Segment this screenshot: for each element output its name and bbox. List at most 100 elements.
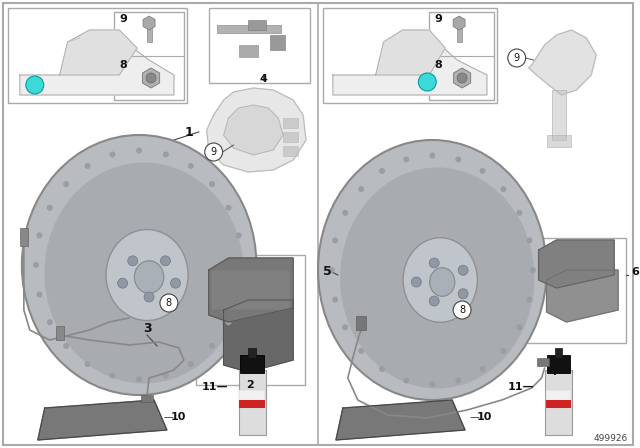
Circle shape (379, 366, 385, 372)
Circle shape (225, 319, 232, 325)
Polygon shape (223, 300, 293, 372)
Bar (284, 118, 298, 128)
Bar (284, 132, 298, 142)
Polygon shape (333, 38, 487, 95)
Bar (209, 8, 310, 83)
Bar (196, 255, 305, 385)
Circle shape (163, 151, 169, 158)
Circle shape (33, 262, 39, 268)
Polygon shape (547, 270, 618, 322)
Circle shape (527, 237, 532, 243)
Circle shape (455, 156, 461, 163)
Circle shape (63, 343, 69, 349)
Text: 9: 9 (119, 14, 127, 24)
Text: 7: 7 (552, 367, 559, 377)
Ellipse shape (429, 268, 455, 296)
Circle shape (144, 292, 154, 302)
Circle shape (379, 168, 385, 174)
Bar (216, 25, 281, 33)
Bar (527, 238, 626, 343)
Bar (284, 146, 298, 156)
Ellipse shape (318, 140, 547, 400)
Bar (211, 270, 290, 310)
Circle shape (457, 73, 467, 83)
Polygon shape (539, 240, 614, 288)
Bar (457, 24, 462, 42)
Bar (239, 390, 266, 408)
Circle shape (163, 372, 169, 379)
Circle shape (63, 181, 69, 187)
Circle shape (209, 181, 215, 187)
Circle shape (109, 151, 115, 158)
Circle shape (419, 73, 436, 91)
Circle shape (118, 278, 127, 288)
Circle shape (429, 153, 435, 159)
Ellipse shape (403, 238, 477, 322)
Ellipse shape (44, 163, 244, 383)
Polygon shape (223, 105, 284, 155)
Circle shape (403, 156, 409, 163)
Circle shape (516, 210, 522, 216)
Circle shape (527, 297, 532, 302)
Circle shape (188, 361, 194, 367)
Circle shape (342, 324, 348, 330)
Circle shape (458, 289, 468, 299)
Polygon shape (529, 30, 596, 95)
Text: 9: 9 (435, 14, 442, 24)
Bar (547, 355, 570, 373)
Bar (239, 370, 266, 435)
Text: 9: 9 (514, 53, 520, 63)
Circle shape (239, 262, 245, 268)
Polygon shape (207, 88, 306, 172)
Circle shape (84, 163, 90, 169)
Circle shape (429, 296, 439, 306)
Circle shape (429, 258, 439, 268)
Circle shape (146, 73, 156, 83)
Circle shape (26, 76, 44, 94)
Text: 8: 8 (119, 60, 127, 70)
Polygon shape (209, 258, 293, 322)
Text: 10: 10 (171, 412, 186, 422)
Circle shape (225, 205, 232, 211)
Ellipse shape (340, 168, 534, 388)
Circle shape (209, 343, 215, 349)
Polygon shape (336, 400, 465, 440)
Text: 11—: 11— (508, 382, 534, 392)
Circle shape (161, 256, 170, 266)
Ellipse shape (22, 135, 257, 395)
Bar (115, 12, 184, 100)
Circle shape (358, 348, 364, 354)
Ellipse shape (134, 261, 164, 293)
Bar (547, 135, 572, 147)
Circle shape (84, 361, 90, 367)
Bar (147, 24, 152, 42)
Circle shape (479, 366, 486, 372)
Circle shape (109, 372, 115, 379)
Bar (239, 45, 259, 57)
Text: 8: 8 (435, 60, 442, 70)
Polygon shape (376, 30, 445, 75)
Circle shape (358, 186, 364, 192)
Circle shape (429, 381, 435, 388)
Circle shape (47, 319, 52, 325)
Circle shape (128, 256, 138, 266)
Bar (552, 90, 566, 140)
Text: 10: 10 (477, 412, 492, 422)
Bar (536, 358, 548, 366)
Bar (241, 355, 264, 373)
Text: 3: 3 (143, 322, 152, 335)
Circle shape (36, 233, 42, 238)
Bar (8, 8, 187, 103)
Bar (545, 400, 572, 408)
Circle shape (47, 205, 52, 211)
Circle shape (500, 186, 506, 192)
Text: 1: 1 (184, 125, 193, 138)
Polygon shape (20, 38, 174, 95)
Text: 11—: 11— (202, 382, 228, 392)
Circle shape (329, 267, 335, 273)
Circle shape (236, 233, 242, 238)
Text: 9: 9 (211, 147, 217, 157)
Ellipse shape (106, 229, 188, 320)
Bar (248, 20, 266, 30)
Circle shape (508, 49, 525, 67)
